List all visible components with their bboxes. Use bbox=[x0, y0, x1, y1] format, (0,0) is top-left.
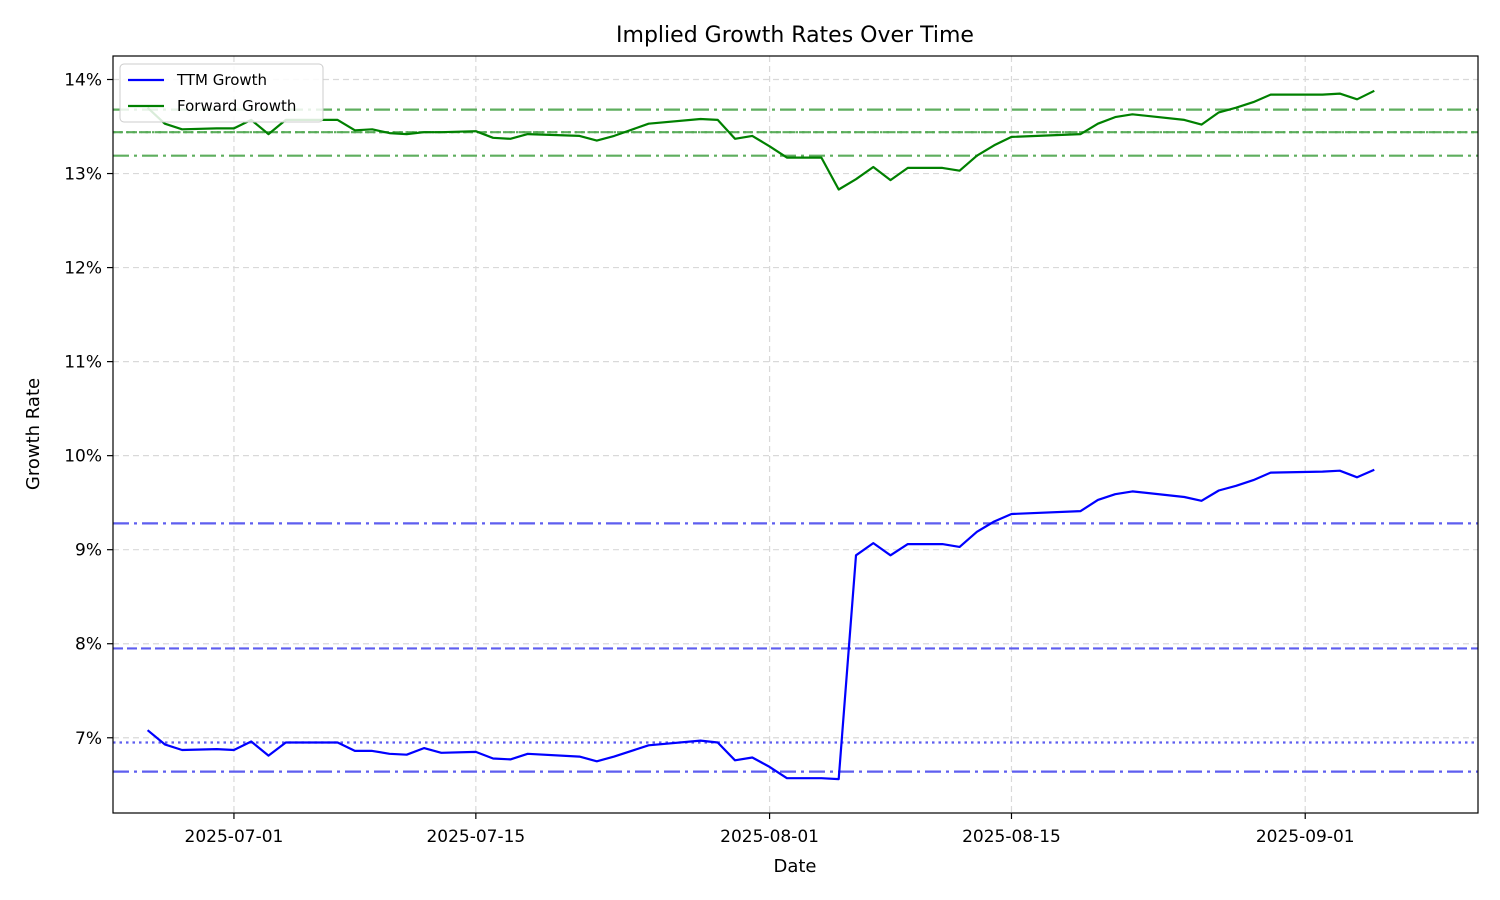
y-tick-label: 7% bbox=[75, 729, 102, 749]
y-tick-label: 12% bbox=[64, 259, 102, 279]
series-line-ttm-growth bbox=[146, 468, 1375, 781]
x-tick-label: 2025-07-15 bbox=[426, 827, 525, 847]
y-tick-label: 10% bbox=[64, 447, 102, 467]
y-axis-label: Growth Rate bbox=[23, 378, 44, 490]
y-tick-label: 8% bbox=[75, 635, 102, 655]
x-tick-label: 2025-08-01 bbox=[720, 827, 819, 847]
grid bbox=[113, 56, 1478, 813]
legend-box bbox=[119, 63, 324, 123]
y-tick-label: 11% bbox=[64, 353, 102, 373]
x-tick-label: 2025-09-01 bbox=[1256, 827, 1355, 847]
chart-title: Implied Growth Rates Over Time bbox=[616, 23, 974, 48]
x-tick-label: 2025-08-15 bbox=[962, 827, 1061, 847]
plot-area-frame bbox=[112, 55, 1479, 814]
x-tick-label: 2025-07-01 bbox=[185, 827, 284, 847]
legend: TTM Growth Forward Growth bbox=[119, 63, 324, 123]
y-tick-label: 13% bbox=[64, 165, 102, 185]
y-tick-label: 9% bbox=[75, 541, 102, 561]
x-axis-label: Date bbox=[773, 856, 816, 877]
y-axis-ticks: 7% 8% 9% 10% 11% 12% 13% 14% bbox=[64, 71, 113, 749]
x-axis-ticks: 2025-07-01 2025-07-15 2025-08-01 2025-08-15… bbox=[185, 813, 1355, 847]
series-line-forward-growth bbox=[146, 89, 1375, 191]
reference-lines bbox=[113, 108, 1478, 773]
legend-label-forward-growth: Forward Growth bbox=[177, 97, 296, 115]
series-lines bbox=[146, 89, 1375, 781]
legend-label-ttm-growth: TTM Growth bbox=[176, 71, 267, 89]
y-tick-label: 14% bbox=[64, 71, 102, 91]
